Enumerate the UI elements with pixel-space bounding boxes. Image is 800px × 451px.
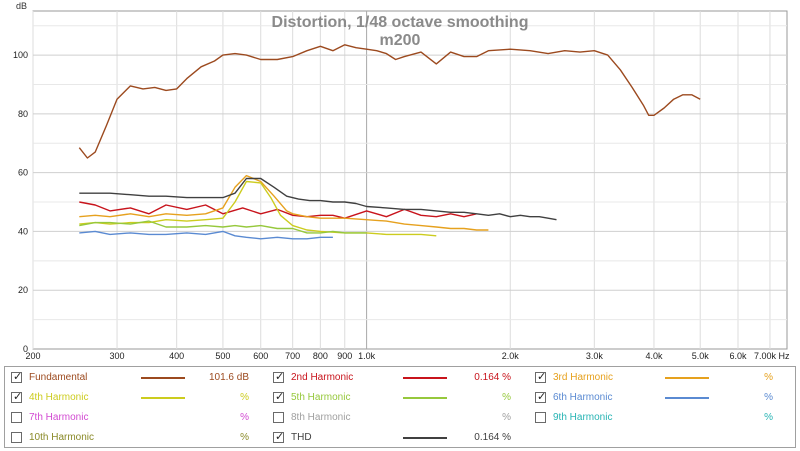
y-tick-label: 60: [18, 168, 28, 178]
checkbox-4th-harmonic[interactable]: ✓: [11, 391, 23, 403]
chart-subtitle: m200: [380, 32, 421, 49]
y-tick-label: 100: [13, 50, 28, 60]
legend-value: %: [502, 412, 511, 423]
checkmark-icon: ✓: [275, 371, 285, 383]
legend-item-7th-harmonic: 7th Harmonic%: [11, 410, 261, 426]
x-tick-label: 5.0k: [692, 351, 710, 361]
legend-item-4th-harmonic: ✓ 4th Harmonic%: [11, 390, 261, 406]
legend-item-3rd-harmonic: ✓ 3rd Harmonic%: [535, 370, 785, 386]
legend-label: 5th Harmonic: [291, 392, 351, 403]
legend-item-thd: ✓ THD 0.164 %: [273, 430, 523, 446]
legend-value: %: [764, 392, 773, 403]
checkbox-thd[interactable]: ✓: [273, 431, 285, 443]
legend-label: 8th Harmonic: [291, 412, 351, 423]
y-tick-label: 80: [18, 109, 28, 119]
legend-label: 2nd Harmonic: [291, 372, 354, 383]
x-tick-label: 800: [313, 351, 328, 361]
y-tick-label: 40: [18, 226, 28, 236]
checkbox-5th-harmonic[interactable]: ✓: [273, 391, 285, 403]
series-line-thd: [79, 177, 557, 221]
x-tick-label: 7.00k Hz: [754, 351, 790, 361]
x-tick-label: 700: [285, 351, 300, 361]
x-tick-label: 600: [253, 351, 268, 361]
checkmark-icon: ✓: [275, 431, 285, 443]
legend-swatch: [141, 397, 185, 399]
chart-title: Distortion, 1/48 octave smoothing: [272, 14, 529, 31]
legend-item-2nd-harmonic: ✓ 2nd Harmonic 0.164 %: [273, 370, 523, 386]
series-line-6th-harmonic: [79, 230, 333, 240]
legend-value: 0.164 %: [474, 432, 511, 443]
legend-value: %: [764, 412, 773, 423]
x-tick-label: 500: [215, 351, 230, 361]
checkbox-9th-harmonic[interactable]: [535, 412, 546, 423]
legend-label: 4th Harmonic: [29, 392, 89, 403]
legend-label: 7th Harmonic: [29, 412, 89, 423]
x-tick-label: 4.0k: [645, 351, 663, 361]
series-lines: [78, 44, 701, 240]
plot-area: [32, 10, 788, 350]
legend-swatch: [403, 437, 447, 439]
distortion-chart: 0 20 40 60 80 100 200 300 400 500 600 700 800 900 1.0k…: [13, 1, 790, 361]
checkbox-6th-harmonic[interactable]: ✓: [535, 391, 547, 403]
x-tick-label: 200: [25, 351, 40, 361]
legend-swatch: [665, 377, 709, 379]
y-tick-label: 20: [18, 285, 28, 295]
x-tick-label: 3.0k: [586, 351, 604, 361]
series-line-2nd-harmonic: [79, 201, 477, 219]
legend-value: %: [764, 372, 773, 383]
checkmark-icon: ✓: [537, 391, 547, 403]
checkbox-8th-harmonic[interactable]: [273, 412, 284, 423]
checkmark-icon: ✓: [13, 391, 23, 403]
legend-swatch: [141, 377, 185, 379]
checkbox-2nd-harmonic[interactable]: ✓: [273, 371, 285, 383]
legend-item-10th-harmonic: 10th Harmonic%: [11, 430, 261, 446]
checkbox-7th-harmonic[interactable]: [11, 412, 22, 423]
checkbox-fundamental[interactable]: ✓: [11, 371, 23, 383]
legend-value: 101.6 dB: [208, 372, 249, 383]
legend-label: THD: [291, 432, 312, 443]
tick-labels: 0 20 40 60 80 100 200 300 400 500 600 700 800 900 1.0k…: [13, 50, 790, 361]
legend-value: %: [240, 392, 249, 403]
legend-panel: ✓ Fundamental 101.6 dB ✓ 2nd Harmonic 0.164 %…: [4, 366, 796, 448]
x-tick-label: 900: [337, 351, 352, 361]
legend-swatch: [665, 397, 709, 399]
legend-value: %: [502, 392, 511, 403]
legend-label: 9th Harmonic: [553, 412, 613, 423]
legend-swatch: [403, 377, 447, 379]
checkmark-icon: ✓: [537, 371, 547, 383]
legend-item-6th-harmonic: ✓ 6th Harmonic%: [535, 390, 785, 406]
legend-label: 10th Harmonic: [29, 432, 95, 443]
checkbox-10th-harmonic[interactable]: [11, 432, 22, 443]
x-tick-label: 6.0k: [729, 351, 747, 361]
x-tick-label: 300: [110, 351, 125, 361]
legend-item-fundamental: ✓ Fundamental 101.6 dB: [11, 370, 261, 386]
series-line-5th-harmonic: [79, 220, 367, 234]
y-tick-label: 0: [23, 344, 28, 354]
legend-label: 6th Harmonic: [553, 392, 613, 403]
legend-label: 3rd Harmonic: [553, 372, 614, 383]
legend-item-8th-harmonic: 8th Harmonic%: [273, 410, 523, 426]
x-tick-label: 1.0k: [358, 351, 376, 361]
series-line-3rd-harmonic: [79, 174, 489, 231]
series-line-fundamental: [78, 44, 701, 159]
checkmark-icon: ✓: [13, 371, 23, 383]
y-unit-label: dB: [16, 1, 27, 11]
legend-label: Fundamental: [29, 372, 88, 383]
checkbox-3rd-harmonic[interactable]: ✓: [535, 371, 547, 383]
legend-value: 0.164 %: [474, 372, 511, 383]
legend-swatch: [403, 397, 447, 399]
x-tick-label: 400: [169, 351, 184, 361]
checkmark-icon: ✓: [275, 391, 285, 403]
legend-value: %: [240, 412, 249, 423]
legend-item-5th-harmonic: ✓ 5th Harmonic%: [273, 390, 523, 406]
x-tick-label: 2.0k: [502, 351, 520, 361]
legend-item-9th-harmonic: 9th Harmonic%: [535, 410, 785, 426]
legend-value: %: [240, 432, 249, 443]
